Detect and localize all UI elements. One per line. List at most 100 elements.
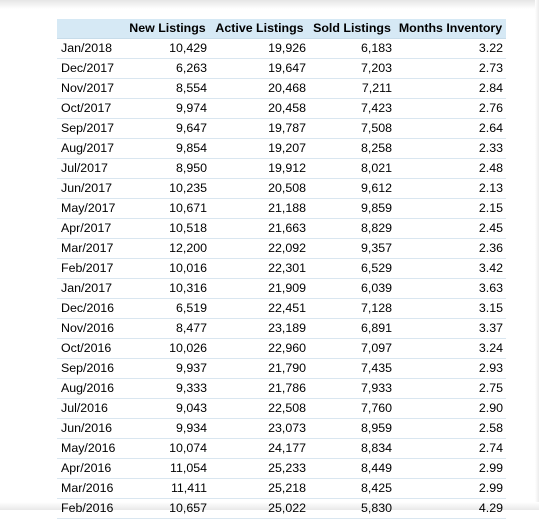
cell-new-listings: 6,519 [175,301,207,315]
header-active-listings: Active Listings [210,19,309,39]
row-month-label: Jun/2016 [61,421,112,435]
cell-sold-listings: 9,859 [360,201,392,215]
cell-sold-listings: 5,830 [360,501,392,515]
cell-new-listings: 11,054 [170,461,207,475]
cell-new-listings: 9,934 [175,421,207,435]
cell-months-inventory: 2.74 [478,441,503,455]
table-body: Jan/2018 10,429 19,926 6,183 3.22 Dec/2017 6,2… [57,39,506,519]
table-row: Mar/2016 11,411 25,218 8,425 2.99 [57,479,506,499]
cell-new-listings: 9,647 [175,121,207,135]
cell-active-listings: 22,092 [268,241,306,255]
cell-months-inventory: 3.63 [478,281,503,295]
listings-table: New Listings Active Listings Sold Listin… [57,19,506,519]
cell-active-listings: 22,960 [268,341,306,355]
cell-new-listings: 8,950 [175,161,207,175]
row-month-label: Aug/2016 [61,381,115,395]
table-row: Mar/2017 12,200 22,092 9,357 2.36 [57,239,506,259]
cell-active-listings: 25,022 [268,501,306,515]
cell-active-listings: 19,787 [268,121,306,135]
cell-new-listings: 10,016 [169,261,207,275]
cell-months-inventory: 2.90 [478,401,503,415]
row-month-label: Nov/2016 [61,321,115,335]
table-row: Jun/2017 10,235 20,508 9,612 2.13 [57,179,506,199]
cell-active-listings: 22,301 [268,261,306,275]
cell-new-listings: 10,235 [169,181,207,195]
cell-new-listings: 10,518 [169,221,207,235]
cell-active-listings: 19,647 [268,61,306,75]
header-new-listings: New Listings [125,19,210,39]
cell-active-listings: 23,073 [268,421,306,435]
table-row: Oct/2017 9,974 20,458 7,423 2.76 [57,99,506,119]
row-month-label: Nov/2017 [61,81,115,95]
cell-sold-listings: 8,258 [360,141,392,155]
cell-active-listings: 25,233 [268,461,306,475]
cell-months-inventory: 2.13 [478,181,503,195]
cell-new-listings: 10,671 [169,201,207,215]
cell-new-listings: 10,026 [169,341,207,355]
table-row: Dec/2016 6,519 22,451 7,128 3.15 [57,299,506,319]
cell-sold-listings: 8,021 [360,161,392,175]
cell-active-listings: 20,508 [268,181,306,195]
cell-active-listings: 20,458 [268,101,306,115]
table-row: Apr/2017 10,518 21,663 8,829 2.45 [57,219,506,239]
cell-months-inventory: 2.99 [478,481,503,495]
header-corner-cell [57,19,125,39]
cell-new-listings: 9,043 [175,401,207,415]
table-header: New Listings Active Listings Sold Listin… [57,19,506,39]
row-month-label: Apr/2017 [61,221,112,235]
window-bottom-edge [0,502,539,510]
row-month-label: Feb/2016 [61,501,114,515]
header-sold-listings: Sold Listings [309,19,395,39]
row-month-label: May/2017 [61,201,116,215]
cell-months-inventory: 2.48 [478,161,503,175]
cell-months-inventory: 4.29 [478,501,503,515]
row-month-label: Sep/2017 [61,121,115,135]
table-row: Feb/2017 10,016 22,301 6,529 3.42 [57,259,506,279]
table-row: Nov/2016 8,477 23,189 6,891 3.37 [57,319,506,339]
cell-months-inventory: 2.58 [478,421,503,435]
cell-sold-listings: 8,834 [360,441,392,455]
cell-new-listings: 10,657 [169,501,207,515]
table-row: Feb/2016 10,657 25,022 5,830 4.29 [57,499,506,519]
cell-sold-listings: 7,760 [360,401,392,415]
table-row: Sep/2016 9,937 21,790 7,435 2.93 [57,359,506,379]
cell-active-listings: 22,508 [268,401,306,415]
row-month-label: Oct/2016 [61,341,112,355]
cell-active-listings: 23,189 [268,321,306,335]
cell-sold-listings: 7,203 [360,61,392,75]
cell-active-listings: 21,909 [268,281,306,295]
cell-active-listings: 25,218 [268,481,306,495]
cell-active-listings: 21,188 [268,201,306,215]
table-row: Jun/2016 9,934 23,073 8,959 2.58 [57,419,506,439]
cell-months-inventory: 3.42 [478,261,503,275]
table-row: Jan/2018 10,429 19,926 6,183 3.22 [57,39,506,59]
cell-months-inventory: 2.73 [478,61,503,75]
cell-sold-listings: 8,829 [360,221,392,235]
cell-months-inventory: 2.93 [478,361,503,375]
cell-sold-listings: 6,039 [360,281,392,295]
row-month-label: Apr/2016 [61,461,112,475]
cell-sold-listings: 9,357 [360,241,392,255]
cell-active-listings: 21,790 [268,361,306,375]
cell-sold-listings: 7,128 [360,301,392,315]
cell-months-inventory: 3.24 [478,341,503,355]
cell-sold-listings: 6,529 [360,261,392,275]
cell-active-listings: 19,912 [268,161,306,175]
cell-active-listings: 24,177 [268,441,306,455]
table-row: Jul/2017 8,950 19,912 8,021 2.48 [57,159,506,179]
table-row: Oct/2016 10,026 22,960 7,097 3.24 [57,339,506,359]
cell-new-listings: 10,074 [169,441,207,455]
table-row: Dec/2017 6,263 19,647 7,203 2.73 [57,59,506,79]
row-month-label: Mar/2016 [61,481,114,495]
table-row: Jan/2017 10,316 21,909 6,039 3.63 [57,279,506,299]
table-row: Sep/2017 9,647 19,787 7,508 2.64 [57,119,506,139]
cell-sold-listings: 8,449 [360,461,392,475]
header-row: New Listings Active Listings Sold Listin… [57,19,506,39]
row-month-label: Sep/2016 [61,361,115,375]
cell-active-listings: 21,786 [268,381,306,395]
cell-months-inventory: 2.15 [478,201,503,215]
cell-new-listings: 10,316 [169,281,207,295]
table-row: Aug/2017 9,854 19,207 8,258 2.33 [57,139,506,159]
cell-new-listings: 9,333 [175,381,207,395]
cell-months-inventory: 2.76 [478,101,503,115]
